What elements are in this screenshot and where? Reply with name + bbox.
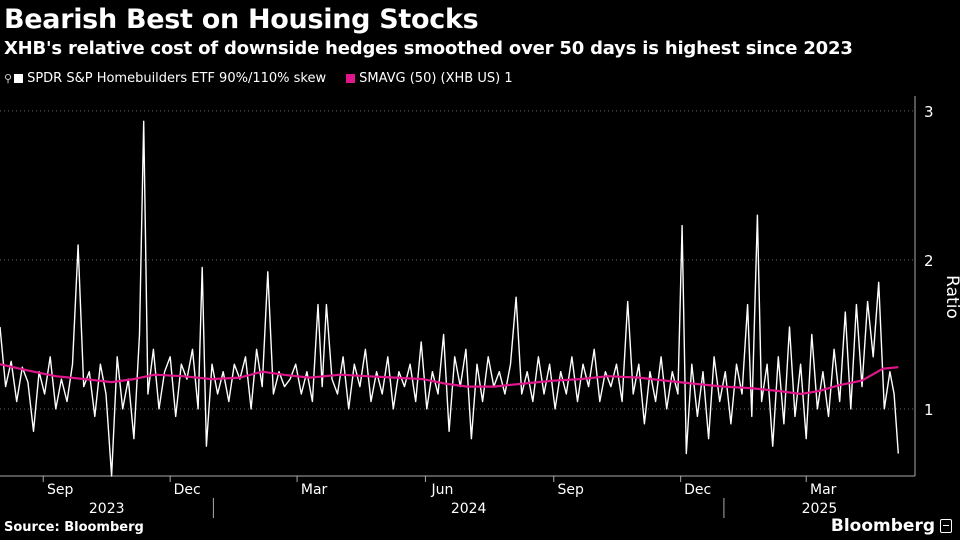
- x-tick-label: Dec: [174, 482, 201, 498]
- x-tick-label: Jun: [430, 482, 453, 498]
- legend-label-skew: SPDR S&P Homebuilders ETF 90%/110% skew: [27, 71, 327, 86]
- series-line-smavg: [0, 363, 899, 396]
- x-tick-label: Sep: [558, 482, 585, 498]
- brand-label: Bloomberg: [830, 516, 935, 536]
- x-tick-label: Sep: [47, 482, 74, 498]
- pin-icon: ⚲: [4, 72, 13, 85]
- y-tick-label: 1: [924, 401, 934, 419]
- x-tick-label: Mar: [810, 482, 837, 498]
- bloomberg-terminal-icon: [940, 519, 952, 533]
- y-axis-label: Ratio: [941, 275, 960, 319]
- x-tick-label: Dec: [684, 482, 711, 498]
- source-note: Source: Bloomberg: [4, 520, 144, 535]
- year-label: 2023: [89, 501, 125, 517]
- y-tick-label: 3: [924, 103, 934, 121]
- bloomberg-brand: Bloomberg: [831, 516, 952, 536]
- legend-label-smavg: SMAVG (50) (XHB US) 1: [359, 71, 513, 86]
- legend-item-skew[interactable]: ⚲ SPDR S&P Homebuilders ETF 90%/110% ske…: [4, 71, 326, 86]
- year-label: 2024: [451, 501, 487, 517]
- chart-title: Bearish Best on Housing Stocks: [4, 4, 479, 35]
- legend-swatch-smavg: [346, 74, 356, 83]
- y-tick-label: 2: [924, 252, 934, 270]
- year-label: 2025: [802, 501, 838, 517]
- legend-item-smavg[interactable]: SMAVG (50) (XHB US) 1: [346, 71, 513, 86]
- chart-subtitle: XHB's relative cost of downside hedges s…: [4, 38, 853, 59]
- x-tick-label: Mar: [301, 482, 328, 498]
- legend: ⚲ SPDR S&P Homebuilders ETF 90%/110% ske…: [4, 71, 527, 86]
- legend-swatch-skew: [14, 74, 24, 83]
- series-line-skew: [0, 120, 899, 477]
